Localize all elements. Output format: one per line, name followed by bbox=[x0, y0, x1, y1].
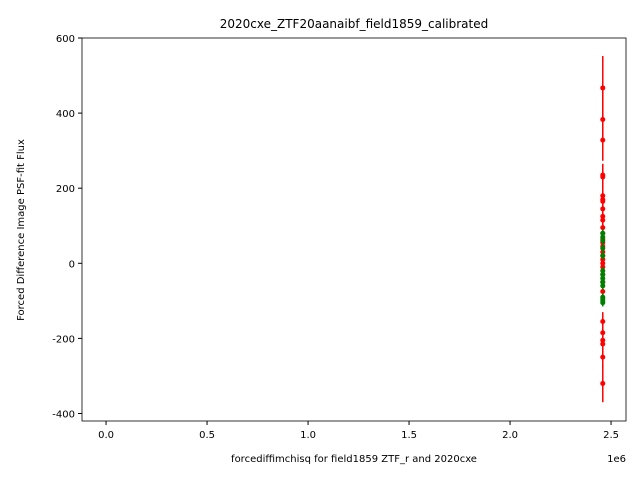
y-tick-label: 0 bbox=[69, 259, 75, 270]
point bbox=[600, 341, 606, 347]
x-tick-label: 2.5 bbox=[603, 430, 619, 441]
x-axis-label: forcediffimchisq for field1859 ZTF_r and… bbox=[231, 454, 477, 465]
point bbox=[600, 137, 606, 143]
y-axis-label: Forced Difference Image PSF-fit Flux bbox=[16, 139, 27, 321]
x-offset-label: 1e6 bbox=[607, 454, 626, 465]
y-tick-label: 400 bbox=[56, 109, 75, 120]
point bbox=[600, 354, 606, 360]
point bbox=[600, 318, 606, 324]
point bbox=[600, 85, 606, 91]
point bbox=[600, 300, 606, 306]
x-tick-label: 1.5 bbox=[401, 430, 417, 441]
chart-title: 2020cxe_ZTF20aanaibf_field1859_calibrate… bbox=[220, 17, 488, 31]
y-tick-label: -400 bbox=[52, 409, 75, 420]
y-tick-label: 600 bbox=[56, 34, 75, 45]
x-tick-label: 2.0 bbox=[502, 430, 518, 441]
point bbox=[600, 174, 606, 180]
x-tick-label: 1.0 bbox=[300, 430, 316, 441]
point bbox=[600, 253, 606, 259]
point bbox=[600, 238, 606, 244]
plot-frame bbox=[81, 37, 627, 422]
x-tick-label: 0.5 bbox=[199, 430, 215, 441]
point bbox=[600, 245, 606, 251]
point bbox=[600, 380, 606, 386]
point bbox=[600, 288, 606, 294]
y-tick-label: 200 bbox=[56, 184, 75, 195]
y-tick-label: -200 bbox=[52, 334, 75, 345]
point bbox=[600, 283, 606, 289]
x-tick-label: 0.0 bbox=[98, 430, 114, 441]
